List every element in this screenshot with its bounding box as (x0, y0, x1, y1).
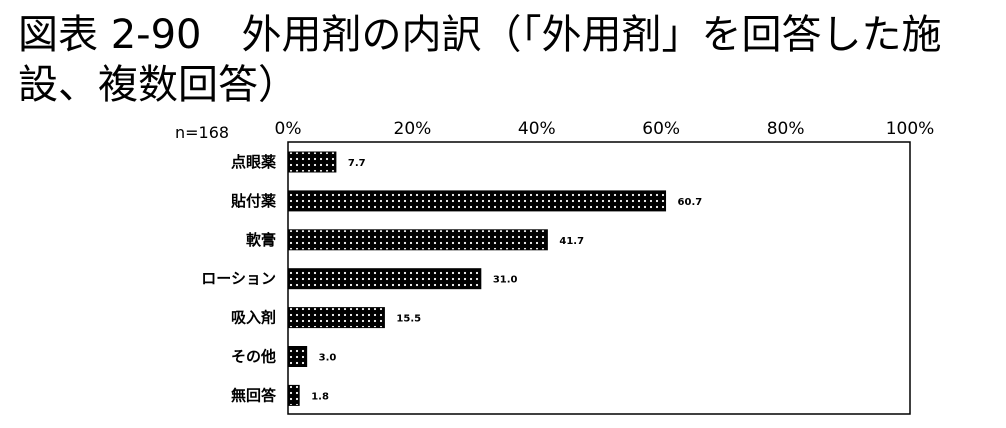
value-label: 7.7 (348, 158, 366, 169)
x-tick-label: 60% (642, 119, 680, 139)
x-tick-label: 100% (886, 119, 935, 139)
value-label: 15.5 (396, 314, 421, 325)
category-label: その他 (231, 348, 276, 366)
category-label: 吸入剤 (231, 309, 276, 327)
category-label: 点眼薬 (231, 153, 276, 171)
sample-size-label: n=168 (175, 123, 229, 142)
x-tick-label: 0% (275, 119, 302, 139)
bars-group: 点眼薬 7.7 貼付薬 60.7 軟膏 41.7 ローション 31.0 吸入剤 15.5 その他 3.… (201, 151, 703, 406)
bar (287, 307, 385, 329)
x-tick-label: 20% (394, 119, 432, 139)
value-label: 41.7 (559, 236, 584, 247)
x-tick-label: 40% (518, 119, 556, 139)
bar (287, 229, 548, 251)
value-label: 60.7 (678, 197, 703, 208)
bar (287, 190, 667, 212)
x-axis-tick-labels: 0% 20% 40% 60% 80% 100% (275, 119, 935, 139)
bar (287, 346, 308, 367)
category-label: 無回答 (231, 386, 277, 404)
category-label: 軟膏 (246, 231, 276, 249)
value-label: 31.0 (493, 275, 518, 286)
category-label: 貼付薬 (231, 192, 276, 210)
bar (287, 268, 482, 290)
chart-title: 図表 2-90 外用剤の内訳（「外用剤」を回答した施設、複数回答） (18, 12, 942, 108)
x-tick-label: 80% (767, 119, 805, 139)
bar (287, 384, 300, 406)
category-label: ローション (201, 270, 276, 288)
value-label: 1.8 (311, 391, 329, 402)
bar (287, 151, 337, 173)
value-label: 3.0 (319, 353, 337, 364)
